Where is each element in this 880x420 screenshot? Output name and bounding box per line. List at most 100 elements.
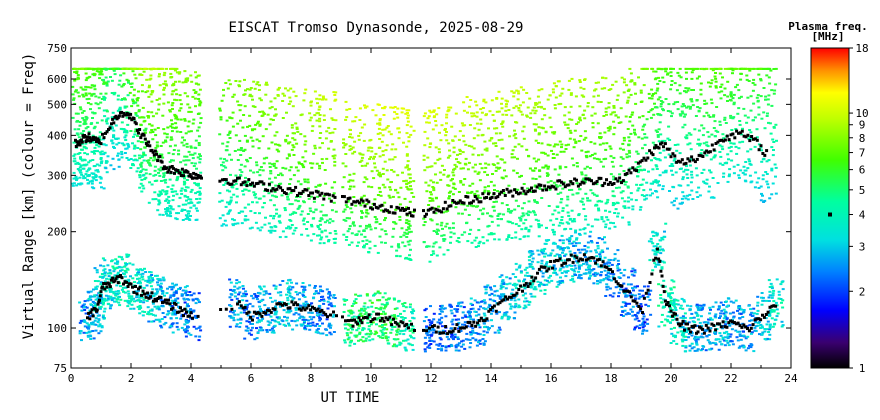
echo-point xyxy=(489,180,493,183)
echo-point xyxy=(575,123,579,125)
trace-marker xyxy=(134,122,138,126)
echo-point xyxy=(263,223,267,226)
echo-point xyxy=(148,281,152,284)
echo-point xyxy=(154,134,158,137)
trace-marker xyxy=(301,189,305,193)
echo-point xyxy=(144,172,148,175)
echo-point xyxy=(183,194,187,197)
echo-point xyxy=(145,299,149,302)
echo-point xyxy=(459,181,463,184)
echo-point xyxy=(306,221,310,223)
echo-point xyxy=(84,173,88,176)
echo-point xyxy=(661,101,665,104)
trace-marker xyxy=(618,176,622,180)
echo-point xyxy=(710,79,714,82)
echo-point xyxy=(117,265,121,268)
echo-point xyxy=(580,149,584,152)
echo-point xyxy=(433,162,437,165)
trace-marker xyxy=(462,201,466,205)
echo-point xyxy=(147,201,151,204)
echo-point xyxy=(605,201,609,204)
echo-point xyxy=(197,339,201,342)
echo-point xyxy=(92,127,96,130)
echo-point xyxy=(650,97,654,100)
echo-point xyxy=(475,104,479,107)
echo-point xyxy=(91,159,95,161)
trace-marker xyxy=(282,191,286,194)
trace-marker xyxy=(256,181,260,185)
echo-point xyxy=(91,111,95,114)
trace-marker xyxy=(114,114,118,118)
echo-point xyxy=(105,109,109,112)
echo-point xyxy=(429,179,433,182)
trace-marker xyxy=(260,180,264,184)
echo-point xyxy=(97,107,101,110)
trace-marker xyxy=(640,159,644,163)
echo-point xyxy=(544,131,548,134)
echo-point xyxy=(645,118,649,121)
trace-marker xyxy=(593,181,597,185)
echo-point xyxy=(695,99,699,102)
echo-point xyxy=(537,126,541,129)
echo-point xyxy=(607,102,611,105)
echo-point xyxy=(568,137,572,140)
echo-point xyxy=(117,301,121,304)
echo-point xyxy=(409,185,412,188)
echo-point xyxy=(500,218,503,221)
echo-point xyxy=(100,297,104,300)
echo-point xyxy=(678,84,682,87)
echo-point xyxy=(714,77,718,80)
echo-point xyxy=(241,126,245,129)
echo-point xyxy=(444,134,448,137)
echo-point xyxy=(514,137,518,140)
echo-point xyxy=(563,114,567,117)
echo-point xyxy=(248,302,252,305)
echo-point xyxy=(487,163,491,166)
echo-point xyxy=(196,74,200,77)
echo-point xyxy=(167,152,171,155)
echo-point xyxy=(87,327,90,330)
echo-point xyxy=(131,70,135,73)
echo-point xyxy=(248,114,252,117)
echo-point xyxy=(352,172,356,175)
trace-marker xyxy=(142,133,146,137)
echo-point xyxy=(287,153,291,156)
echo-point xyxy=(510,90,514,93)
echo-point xyxy=(625,84,629,87)
trace-marker xyxy=(473,195,477,198)
echo-point xyxy=(302,201,306,204)
echo-point xyxy=(87,291,91,294)
echo-point xyxy=(640,137,644,140)
trace-marker xyxy=(710,143,714,147)
echo-point xyxy=(270,141,274,144)
trace-marker xyxy=(531,189,535,193)
echo-point xyxy=(253,212,257,214)
echo-point xyxy=(636,152,640,155)
echo-point xyxy=(669,88,673,91)
echo-point xyxy=(640,194,644,197)
echo-point xyxy=(176,328,180,331)
echo-point xyxy=(243,165,247,168)
echo-point xyxy=(691,104,695,107)
echo-point xyxy=(540,88,544,91)
echo-point xyxy=(132,94,136,97)
echo-point xyxy=(479,209,482,212)
echo-point xyxy=(607,89,611,91)
echo-point xyxy=(171,282,175,285)
echo-point xyxy=(551,213,555,216)
echo-point xyxy=(288,141,292,144)
echo-point xyxy=(609,147,613,150)
echo-point xyxy=(396,174,400,177)
echo-point xyxy=(689,158,693,161)
echo-point xyxy=(409,259,413,261)
echo-point xyxy=(297,313,301,316)
echo-point xyxy=(290,319,294,322)
echo-point xyxy=(458,150,462,152)
echo-point xyxy=(332,148,336,151)
echo-point xyxy=(604,202,608,205)
echo-point xyxy=(189,215,192,217)
echo-point xyxy=(79,108,83,111)
echo-point xyxy=(333,230,337,232)
echo-point xyxy=(569,105,573,108)
echo-point xyxy=(647,92,651,95)
